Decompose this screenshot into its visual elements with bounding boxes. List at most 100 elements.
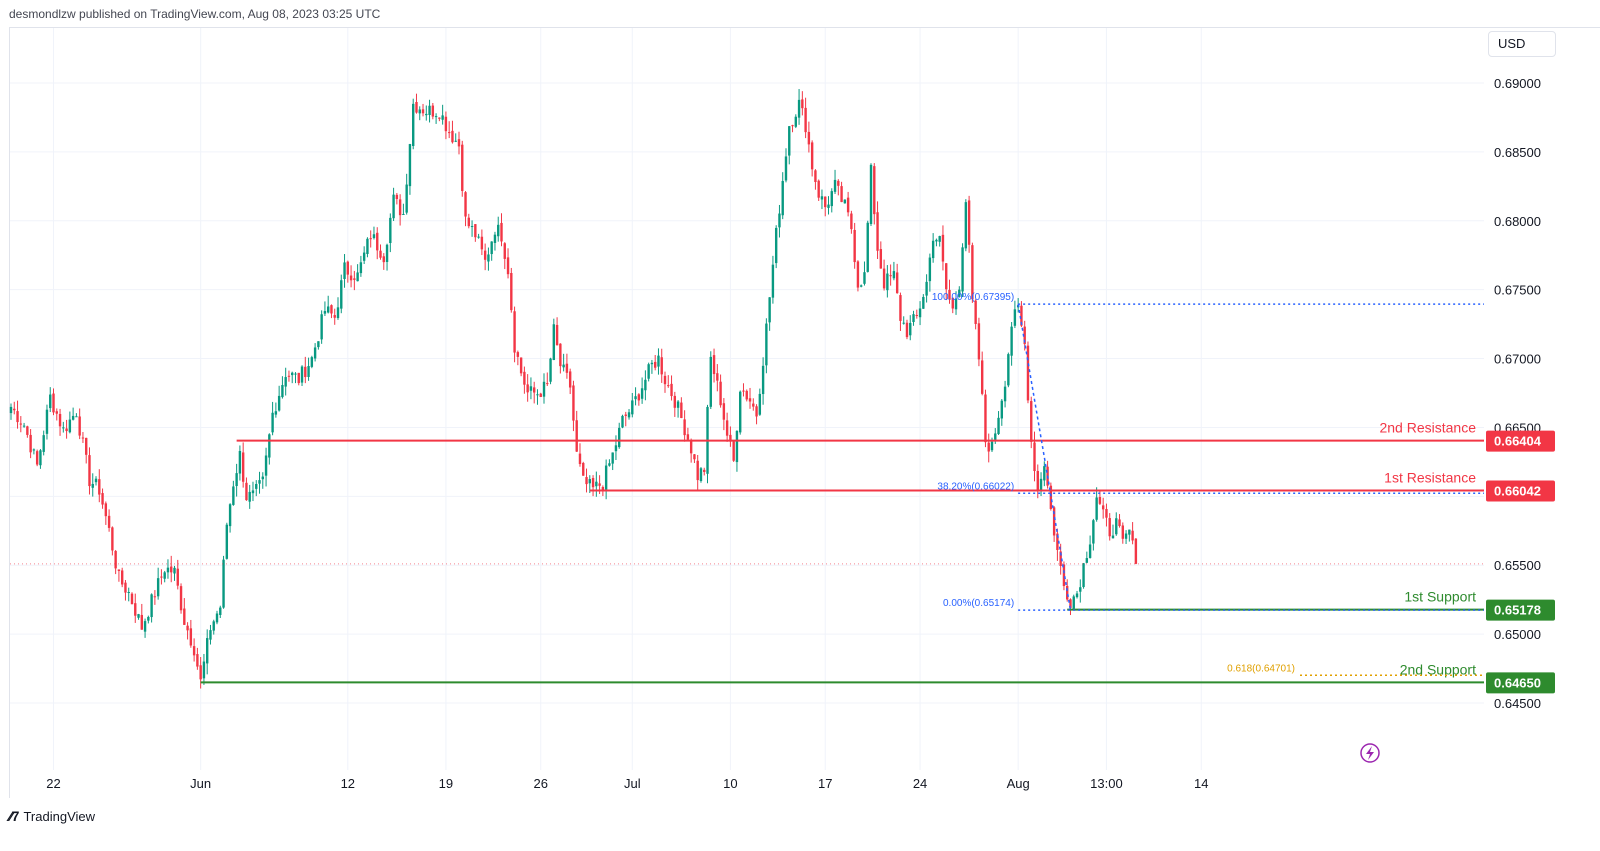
- candle-body: [1043, 466, 1046, 481]
- candle-body: [552, 324, 556, 361]
- candle-body: [127, 591, 130, 593]
- price-badge-text: 0.66404: [1494, 434, 1542, 449]
- candle-body: [650, 362, 654, 365]
- candle-body: [961, 247, 964, 292]
- candle-body: [91, 483, 94, 488]
- candle-body: [814, 170, 817, 183]
- candle-body: [958, 289, 961, 297]
- candle-body: [222, 559, 225, 608]
- candle-body: [179, 586, 183, 611]
- candle-body: [745, 390, 748, 400]
- candle-body: [555, 324, 559, 346]
- candle-body: [268, 434, 271, 458]
- candle-body: [660, 357, 663, 375]
- candle-body: [902, 322, 905, 324]
- candle-body: [568, 371, 572, 388]
- candle-body: [824, 196, 827, 208]
- candle-body: [1088, 544, 1092, 558]
- candle-body: [35, 451, 39, 465]
- candle-body: [369, 238, 372, 240]
- candle-body: [431, 105, 435, 117]
- candle-body: [412, 103, 415, 147]
- candle-body: [739, 391, 742, 433]
- candle-body: [964, 202, 968, 249]
- candle-body: [689, 440, 693, 454]
- candle-body: [614, 445, 618, 452]
- candle-body: [846, 197, 850, 213]
- candle-body: [941, 234, 945, 262]
- candle-body: [65, 428, 68, 432]
- candle-body: [951, 297, 954, 309]
- candle-body: [788, 126, 791, 156]
- candle-body: [120, 570, 124, 585]
- candle-body: [143, 621, 147, 632]
- candle-body: [801, 99, 804, 109]
- candle-body: [287, 375, 291, 377]
- candle-body: [359, 262, 363, 274]
- price-badge-text: 0.64650: [1494, 675, 1541, 690]
- candle-body: [78, 416, 81, 436]
- candle-body: [212, 621, 215, 631]
- candle-body: [912, 314, 915, 323]
- candle-body: [1056, 533, 1059, 551]
- candle-body: [542, 381, 546, 397]
- candle-body: [55, 411, 58, 414]
- candle-body: [215, 613, 219, 623]
- lightning-circle: [1360, 743, 1380, 763]
- candle-body: [546, 383, 549, 385]
- candle-body: [274, 411, 278, 415]
- y-tick-label: 0.65500: [1494, 558, 1541, 573]
- candle-body: [644, 379, 647, 391]
- candle-body: [156, 578, 160, 597]
- candle-body: [490, 241, 493, 255]
- candle-body: [480, 236, 484, 250]
- candle-body: [124, 582, 127, 593]
- candle-body: [621, 415, 624, 428]
- footer: ⁄⁄7 TradingView: [9, 808, 95, 824]
- candle-body: [421, 109, 425, 114]
- currency-button[interactable]: USD: [1488, 31, 1556, 57]
- fib-level-label: 38.20%(0.66022): [937, 481, 1014, 492]
- candle-body: [111, 527, 114, 551]
- candle-body: [755, 406, 758, 417]
- price-badge: [1486, 480, 1555, 502]
- grid: [10, 28, 1484, 770]
- candle-body: [261, 476, 264, 480]
- candle-body: [425, 113, 428, 116]
- candle-body: [1128, 529, 1131, 535]
- candle-body: [588, 479, 591, 484]
- candle-body: [1111, 535, 1115, 539]
- candle-body: [294, 373, 297, 375]
- candle-body: [199, 665, 202, 680]
- candle-body: [454, 140, 457, 142]
- candle-body: [153, 596, 157, 598]
- x-tick-label: 22: [46, 776, 60, 791]
- candle-body: [464, 192, 467, 217]
- candle-body: [853, 229, 856, 263]
- candle-body: [333, 315, 336, 318]
- candle-body: [264, 455, 268, 476]
- candle-body: [987, 442, 990, 452]
- candle-body: [166, 567, 170, 573]
- tradingview-logo-icon: ⁄⁄7: [9, 808, 20, 824]
- candle-body: [562, 364, 565, 368]
- candle-body: [611, 452, 614, 464]
- candle-body: [39, 450, 42, 466]
- candle-body: [1000, 400, 1004, 419]
- candle-body: [1085, 558, 1089, 563]
- candle-body: [676, 401, 680, 408]
- candle-body: [1115, 518, 1118, 535]
- candle-body: [323, 311, 327, 314]
- candle-body: [451, 130, 454, 143]
- price-badge: [1486, 672, 1555, 694]
- candle-body: [313, 347, 317, 359]
- candle-body: [879, 249, 883, 269]
- candle-body: [980, 360, 984, 394]
- candle-body: [627, 412, 631, 418]
- candle-body: [362, 252, 366, 261]
- candle-body: [104, 503, 108, 517]
- y-tick-label: 0.68500: [1494, 145, 1541, 160]
- candle-body: [833, 179, 837, 192]
- candle-body: [32, 449, 36, 451]
